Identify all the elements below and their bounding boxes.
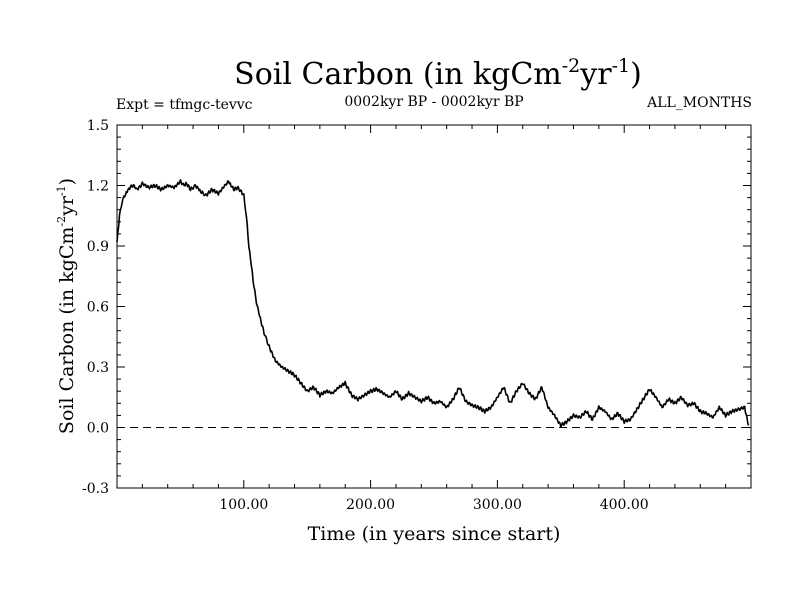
y-tick-label: 0.6 [87, 300, 109, 316]
y-tick-label: 0.0 [87, 421, 109, 437]
x-axis-label: Time (in years since start) [308, 523, 561, 545]
y-tick-label: 1.5 [87, 118, 109, 134]
chart-title: Soil Carbon (in kgCm-2yr-1) [234, 55, 642, 92]
y-tick-label: -0.3 [82, 481, 109, 497]
y-tick-labels: -0.3 0.0 0.3 0.6 0.9 1.2 1.5 [82, 118, 109, 497]
x-tick-label: 200.00 [346, 497, 395, 513]
x-tick-labels: 100.00 200.00 300.00 400.00 [219, 497, 648, 513]
x-tick-label: 400.00 [600, 497, 649, 513]
x-tick-label: 100.00 [219, 497, 268, 513]
y-tick-label: 1.2 [87, 179, 109, 195]
y-tick-label: 0.3 [87, 360, 109, 376]
x-tick-label: 300.00 [473, 497, 522, 513]
period-label: 0002kyr BP - 0002kyr BP [344, 94, 523, 110]
y-tick-label: 0.9 [87, 239, 109, 255]
series-layer [116, 179, 750, 428]
y-axis-label: Soil Carbon (in kgCm-2yr-1) [55, 178, 78, 434]
months-label: ALL_MONTHS [646, 95, 752, 111]
plot-frame [116, 124, 752, 489]
experiment-label: Expt = tfmgc-tevvc [116, 97, 253, 113]
axis-ticks [117, 124, 751, 489]
soil-carbon-series-line [116, 179, 750, 428]
